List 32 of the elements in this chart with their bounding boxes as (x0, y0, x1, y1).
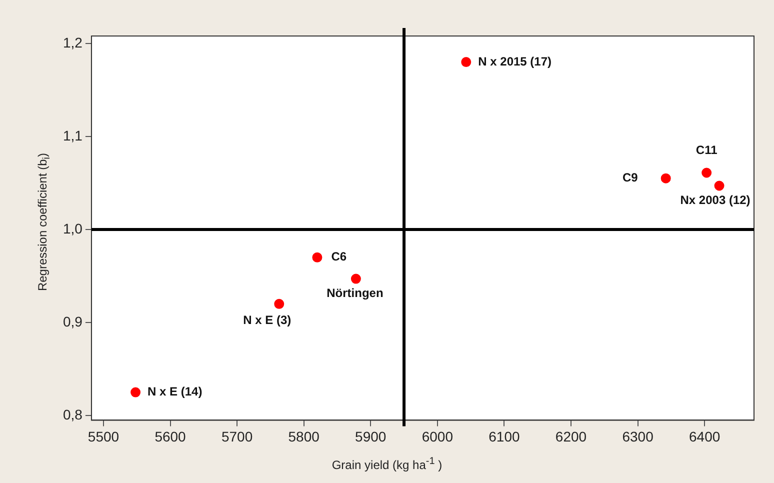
x-tick-label: 6200 (555, 428, 587, 444)
x-tick-label: 5500 (88, 428, 120, 444)
annotation: N x E (3) (243, 313, 292, 328)
y-tick-label: 0,9 (62, 313, 83, 330)
annotation: Nörtingen (326, 286, 384, 300)
point (350, 274, 361, 284)
point (660, 173, 671, 184)
annotation: C11 (696, 143, 718, 158)
annotation: N x E (14) (148, 384, 202, 399)
x-tick-label: 6400 (689, 428, 720, 444)
point (274, 298, 284, 309)
x-tick-label: 5800 (288, 428, 320, 444)
annotation: C6 (331, 250, 347, 264)
annotation: Nx 2003 (12) (680, 193, 750, 208)
x-tick-label: 6300 (622, 428, 654, 444)
x-tick-label: 5700 (221, 428, 253, 444)
annotation: C9 (622, 170, 638, 185)
y-tick-label: 1,0 (62, 220, 83, 236)
annotation: N x 2015 (17) (478, 54, 552, 68)
y-tick-label: 1,1 (62, 127, 83, 144)
x-tick-label: 6000 (422, 428, 454, 444)
x-axis-title: Grain yield (kg ha$^{-1}$ ) (330, 456, 444, 472)
x-tick-label: 6100 (488, 428, 520, 444)
point (312, 252, 322, 262)
point (702, 168, 712, 178)
y-tick-label: 1,2 (62, 34, 83, 50)
point (714, 180, 724, 191)
x-tick-label: 5900 (355, 428, 386, 444)
x-tick-label: 5600 (154, 428, 186, 444)
point (461, 57, 472, 68)
point (130, 387, 141, 398)
y-tick-label: 0,8 (62, 406, 83, 422)
